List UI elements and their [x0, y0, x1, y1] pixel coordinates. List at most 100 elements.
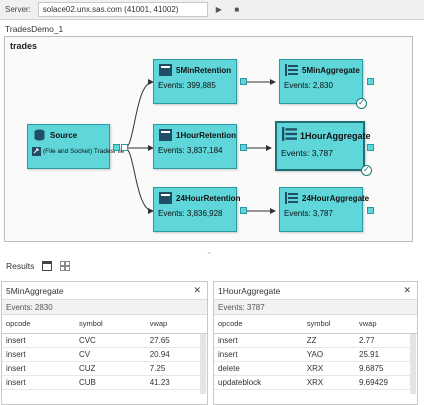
cell: 27.65 [145, 333, 207, 348]
node-1hour-aggregate[interactable]: 1HourAggregate Events: 3,787 [275, 121, 371, 171]
table-row[interactable]: insert CV 20.94 [2, 347, 207, 362]
window-icon [159, 129, 172, 141]
server-label: Server: [5, 5, 31, 14]
node-title: 5MinAggregate [302, 66, 360, 75]
source-output-port-2[interactable] [121, 144, 128, 151]
check-icon: ✓ [361, 165, 372, 176]
cell: insert [2, 347, 75, 362]
source-node[interactable]: Source (File and Socket) TradesFile [27, 124, 124, 169]
cell: XRX [302, 375, 355, 390]
check-icon: ✓ [356, 98, 367, 109]
close-icon[interactable]: ✕ [193, 285, 201, 295]
port[interactable] [240, 144, 247, 151]
cell: CUZ [74, 361, 146, 376]
database-icon [34, 129, 45, 141]
port[interactable] [367, 144, 374, 151]
results-panel-1hour: 1HourAggregate ✕ Events: 3787 opcode sym… [213, 281, 418, 405]
cell: ZZ [302, 333, 355, 348]
node-events: Events: 3,787 [284, 209, 333, 218]
panel-events: Events: 2830 [2, 300, 207, 315]
cell: insert [214, 347, 303, 362]
port[interactable] [367, 207, 374, 214]
cell: 20.94 [145, 347, 207, 362]
aggregate-icon [285, 192, 298, 204]
continuous-query-title: trades [10, 41, 38, 51]
node-24hour-aggregate[interactable]: 24HourAggregate Events: 3,787 [279, 187, 369, 232]
edge-source-5min [124, 79, 154, 149]
results-panel-5min: 5MinAggregate ✕ Events: 2830 opcode symb… [1, 281, 208, 405]
single-view-icon[interactable] [42, 261, 53, 271]
window-icon [159, 64, 172, 76]
panel-title: 5MinAggregate [6, 285, 64, 296]
cell: 41.23 [145, 375, 207, 390]
table-row[interactable]: updateblock XRX 9.69429 [214, 375, 417, 390]
stop-icon[interactable]: ■ [234, 5, 240, 14]
cell: 9.69429 [355, 375, 417, 390]
column-header[interactable]: vwap [145, 315, 207, 334]
table-row[interactable]: insert CUZ 7.25 [2, 361, 207, 376]
source-title: Source [50, 131, 78, 140]
column-header[interactable]: opcode [2, 315, 75, 334]
source-subtitle: (File and Socket) TradesFile [43, 148, 125, 155]
results-label: Results [6, 261, 35, 271]
table-row[interactable]: insert ZZ 2.77 [214, 333, 417, 348]
cell: YAO [302, 347, 355, 362]
table-row[interactable]: delete XRX 9.6875 [214, 361, 417, 376]
aggregate-icon [282, 127, 297, 141]
node-title: 1HourRetention [176, 131, 236, 140]
node-1hour-retention[interactable]: 1HourRetention Events: 3,837,184 [153, 124, 237, 169]
cell: 7.25 [145, 361, 207, 376]
server-field[interactable]: solace02.unx.sas.com (41001, 41002) [37, 2, 208, 17]
source-output-port[interactable] [113, 144, 120, 151]
panel-title: 1HourAggregate [218, 285, 281, 296]
grid-view-icon[interactable] [60, 261, 71, 271]
connector-icon [32, 147, 41, 156]
cell: 25.91 [355, 347, 417, 362]
port[interactable] [240, 207, 247, 214]
cell: insert [214, 333, 303, 348]
node-title: 1HourAggregate [300, 131, 371, 141]
edge-source-24hour [124, 147, 154, 214]
scrollbar[interactable] [200, 334, 206, 394]
node-events: Events: 3,837,184 [158, 146, 223, 155]
cell: CVC [74, 333, 146, 348]
node-title: 24HourAggregate [302, 194, 370, 203]
column-header[interactable]: opcode [214, 315, 303, 334]
node-24hour-retention[interactable]: 24HourRetention Events: 3,836,928 [153, 187, 240, 232]
node-events: Events: 3,787 [281, 148, 333, 158]
scrollbar[interactable] [410, 334, 416, 394]
cell: 9.6875 [355, 361, 417, 376]
node-events: Events: 399,885 [158, 81, 216, 90]
cell: CV [74, 347, 146, 362]
aggregate-icon [285, 64, 298, 76]
panel-events: Events: 3787 [214, 300, 417, 315]
port[interactable] [367, 78, 374, 85]
project-title: TradesDemo_1 [5, 24, 64, 34]
cell: insert [2, 375, 75, 390]
column-header[interactable]: vwap [355, 315, 417, 334]
cell: insert [2, 333, 75, 348]
close-icon[interactable]: ✕ [403, 285, 411, 295]
cell: insert [2, 361, 75, 376]
cell: CUB [74, 375, 146, 390]
cell: delete [214, 361, 303, 376]
node-title: 5MinRetention [176, 66, 232, 75]
node-events: Events: 2,830 [284, 81, 333, 90]
column-header[interactable]: symbol [74, 315, 146, 334]
panel-header: 1HourAggregate ✕ [214, 282, 417, 300]
node-5min-aggregate[interactable]: 5MinAggregate Events: 2,830 [279, 59, 363, 104]
table-row[interactable]: insert CUB 41.23 [2, 375, 207, 390]
window-icon [159, 192, 172, 204]
column-header[interactable]: symbol [302, 315, 355, 334]
port[interactable] [240, 78, 247, 85]
results-table: opcode symbol vwap insert ZZ 2.77 insert YA… [214, 315, 417, 390]
splitter-handle[interactable]: ⁼ [207, 250, 212, 259]
node-5min-retention[interactable]: 5MinRetention Events: 399,885 [153, 59, 237, 104]
table-row[interactable]: insert CVC 27.65 [2, 333, 207, 348]
results-toolbar: Results [0, 256, 424, 276]
play-icon[interactable]: ▶ [215, 5, 222, 14]
cell: XRX [302, 361, 355, 376]
table-row[interactable]: insert YAO 25.91 [214, 347, 417, 362]
cell: updateblock [214, 375, 303, 390]
server-toolbar: Server: solace02.unx.sas.com (41001, 410… [0, 0, 424, 20]
